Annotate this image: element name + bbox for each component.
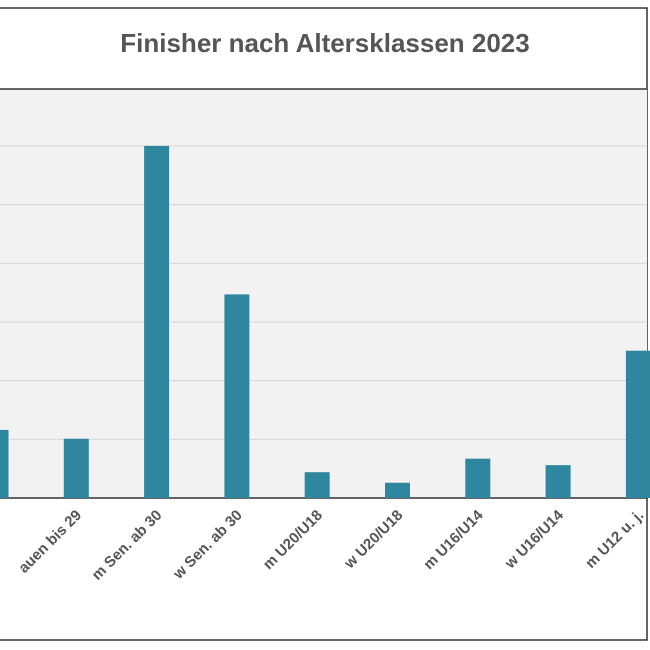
bars — [0, 145, 650, 498]
bar — [0, 429, 9, 498]
bar — [224, 294, 250, 498]
plot-area — [0, 89, 647, 498]
bar — [304, 472, 330, 498]
bar — [545, 465, 571, 498]
bar — [63, 438, 89, 498]
bar — [625, 350, 650, 498]
bar — [144, 145, 170, 498]
bar — [385, 482, 410, 498]
bar — [465, 458, 491, 498]
chart-title: Finisher nach Altersklassen 2023 — [120, 28, 529, 58]
